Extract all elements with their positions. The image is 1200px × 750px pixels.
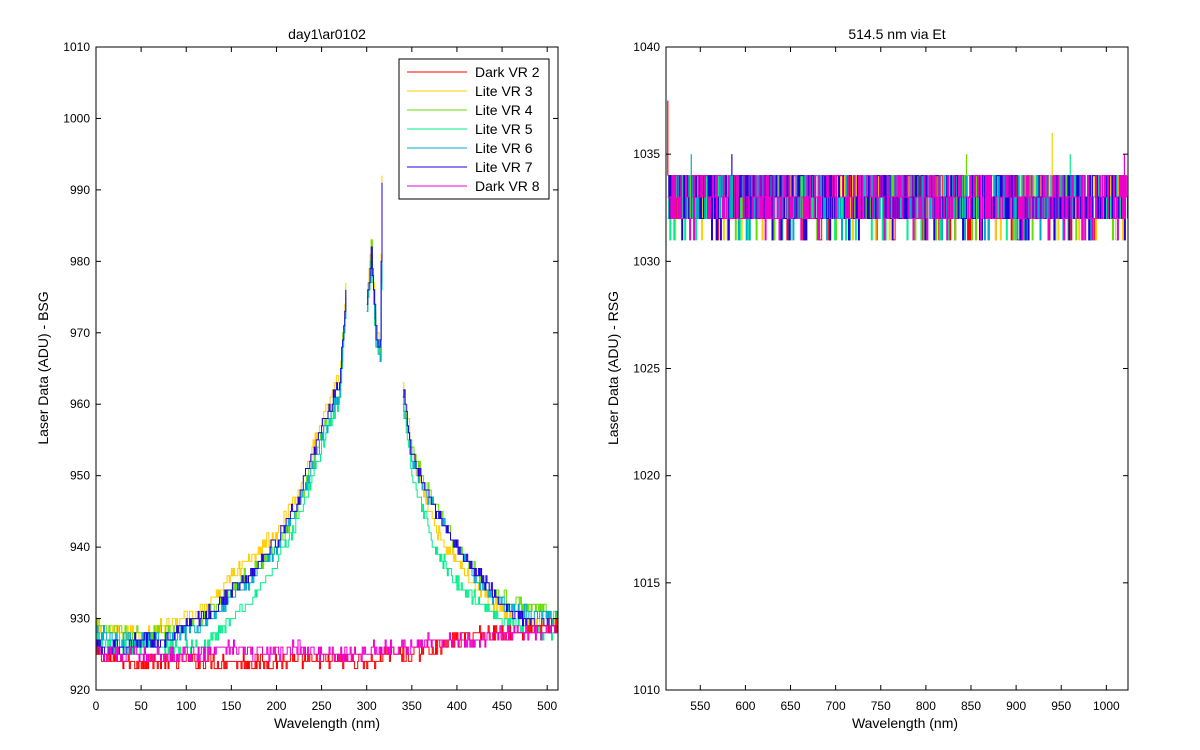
left-x-tick-label: 300: [357, 699, 377, 713]
right-x-tick-label: 600: [735, 699, 755, 713]
left-plot-frame: [95, 46, 559, 691]
left-y-tick-label: 970: [70, 326, 90, 340]
left-x-tick-label: 500: [537, 699, 557, 713]
right-y-tick-label: 1010: [633, 683, 660, 697]
legend-label: Dark VR 8: [475, 178, 540, 194]
left-y-tick-label: 980: [70, 254, 90, 268]
left-xlabel: Wavelength (nm): [274, 715, 380, 731]
right-x-tick-label: 650: [781, 699, 801, 713]
left-y-tick-label: 960: [70, 397, 90, 411]
left-x-tick-label: 400: [447, 699, 467, 713]
left-x-tick-label: 250: [312, 699, 332, 713]
left-x-tick-label: 100: [176, 699, 196, 713]
right-x-tick-label: 850: [961, 699, 981, 713]
series-line-lite-vr-7: [402, 389, 559, 634]
series-line-dark-vr-8: [96, 625, 558, 662]
left-x-tick-label: 0: [93, 699, 100, 713]
band-trace: [667, 175, 1128, 241]
right-y-tick-label: 1020: [633, 469, 660, 483]
right-y-tick-label: 1025: [633, 362, 660, 376]
right-x-tick-label: 950: [1051, 699, 1071, 713]
right-title: 514.5 nm via Et: [848, 26, 945, 42]
legend-label: Lite VR 5: [475, 121, 533, 137]
left-x-tick-label: 150: [221, 699, 241, 713]
left-y-tick-label: 930: [70, 612, 90, 626]
left-axes: 0 50 100 150 200 250 300 350 400 450 500 920 930 940 9…: [63, 40, 558, 713]
right-x-tick-label: 550: [690, 699, 710, 713]
left-y-tick-label: 920: [70, 683, 90, 697]
right-x-tick-label: 900: [1006, 699, 1026, 713]
series-line-lite-vr-4: [402, 403, 558, 620]
right-xlabel: Wavelength (nm): [852, 715, 958, 731]
left-y-tick-label: 940: [70, 540, 90, 554]
left-x-tick-label: 50: [134, 699, 148, 713]
right-ylabel: Laser Data (ADU) - RSG: [605, 291, 621, 445]
right-panel: 514.5 nm via Et Wavelength (nm) Laser Da…: [605, 26, 1129, 731]
right-plot-area: [666, 47, 1128, 690]
series-line-lite-vr-7: [96, 289, 347, 655]
legend: Dark VR 2 Lite VR 3 Lite VR 4 Lite VR 5 Lite…: [398, 58, 550, 200]
legend-label: Lite VR 6: [475, 140, 533, 156]
right-plot-frame: [665, 46, 1129, 691]
left-ylabel: Laser Data (ADU) - BSG: [35, 291, 51, 444]
left-title: day1\ar0102: [288, 26, 366, 42]
right-x-tick-label: 800: [916, 699, 936, 713]
series-line-lite-vr-7: [366, 182, 383, 348]
left-x-tick-label: 350: [402, 699, 422, 713]
right-x-tick-label: 700: [826, 699, 846, 713]
legend-label: Lite VR 3: [475, 83, 533, 99]
legend-label: Lite VR 4: [475, 102, 533, 118]
legend-label: Lite VR 7: [475, 159, 533, 175]
right-x-tick-label: 1000: [1093, 699, 1120, 713]
left-x-tick-label: 200: [266, 699, 286, 713]
left-panel: day1\ar0102 Wavelength (nm) Laser Data (…: [35, 26, 559, 731]
right-y-tick-label: 1015: [633, 576, 660, 590]
right-series-group: [667, 100, 1128, 241]
left-y-tick-label: 1000: [63, 111, 90, 125]
right-y-tick-label: 1040: [633, 40, 660, 54]
left-series-group: [96, 175, 559, 670]
left-y-tick-label: 990: [70, 183, 90, 197]
left-x-tick-label: 450: [492, 699, 512, 713]
legend-label: Dark VR 2: [475, 64, 540, 80]
right-axes: 550 600 650 700 750 800 850 900 950 1000 1010 1015 1…: [633, 40, 1128, 713]
left-y-tick-label: 1010: [63, 40, 90, 54]
left-y-tick-label: 950: [70, 469, 90, 483]
right-x-tick-label: 750: [871, 699, 891, 713]
right-y-tick-label: 1030: [633, 254, 660, 268]
right-y-tick-label: 1035: [633, 147, 660, 161]
